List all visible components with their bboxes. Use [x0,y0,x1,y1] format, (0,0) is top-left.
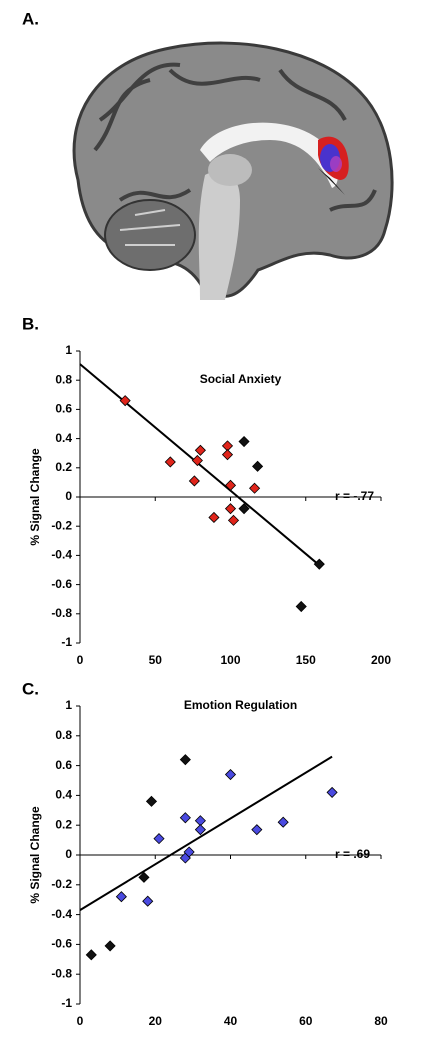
y-tick-label: 0 [65,847,72,861]
y-tick-label: 1 [65,343,72,357]
y-tick-label: -0.2 [51,518,72,532]
data-point [313,558,325,570]
data-point [115,891,127,903]
data-point [142,895,154,907]
data-point [183,846,195,858]
x-tick-label: 0 [77,1014,84,1028]
data-point [119,395,131,407]
y-tick-label: -0.8 [51,606,72,620]
data-point [227,514,240,526]
y-tick-label: 0.8 [55,372,72,386]
data-point [188,475,200,487]
y-tick-label: -1 [61,635,72,649]
brain-image [60,30,395,305]
y-tick-label: 0.2 [55,460,72,474]
panel-label: A. [22,9,39,28]
data-point [224,768,237,781]
data-point [85,949,97,961]
y-tick-label: -1 [61,996,72,1010]
x-tick-label: 150 [296,653,316,667]
y-tick-label: -0.6 [51,577,72,591]
annotation: r = .69 [335,847,370,861]
y-axis-label: % Signal Change [28,806,42,904]
y-tick-label: 0.4 [55,431,72,445]
data-point [194,444,206,456]
data-point [249,482,261,494]
data-point [104,940,116,952]
annotation: r = -.77 [335,489,374,503]
data-point [191,454,203,467]
data-point [277,816,289,828]
x-tick-label: 50 [149,653,163,667]
y-tick-label: 0.2 [55,817,72,831]
data-point [221,449,234,461]
panel-label: B. [22,314,39,333]
chart-title: Emotion Regulation [184,698,297,712]
data-point [238,435,250,448]
fit-line [79,755,333,911]
data-point [238,503,250,515]
chart-title: Social Anxiety [200,372,282,386]
y-tick-label: 0.4 [55,788,72,802]
x-tick-label: 0 [77,653,84,667]
y-tick-label: 1 [65,698,72,712]
data-point [208,511,220,524]
y-tick-label: -0.6 [51,937,72,951]
y-axis-label: % Signal Change [28,448,42,546]
x-tick-label: 40 [224,1014,238,1028]
x-tick-label: 80 [374,1014,388,1028]
data-point [145,795,158,807]
data-point [138,871,150,883]
data-point [251,824,263,836]
data-point [153,833,165,845]
panel-label: C. [22,679,39,698]
data-point [295,600,307,613]
y-tick-label: 0.8 [55,728,72,742]
x-tick-label: 200 [371,653,391,667]
data-point [224,503,237,515]
y-tick-label: 0.6 [55,758,72,772]
data-point [164,456,176,468]
data-point [194,824,206,836]
y-tick-label: -0.2 [51,877,72,891]
y-tick-label: -0.8 [51,966,72,980]
data-point [179,812,191,824]
y-tick-label: 0 [65,489,72,503]
x-tick-label: 20 [149,1014,163,1028]
data-point [326,786,338,798]
y-tick-label: -0.4 [51,907,72,921]
data-point [252,460,264,472]
x-tick-label: 60 [299,1014,313,1028]
y-tick-label: 0.6 [55,402,72,416]
x-tick-label: 100 [220,653,240,667]
data-point [224,479,237,491]
data-point [179,754,191,766]
y-tick-label: -0.4 [51,548,72,562]
